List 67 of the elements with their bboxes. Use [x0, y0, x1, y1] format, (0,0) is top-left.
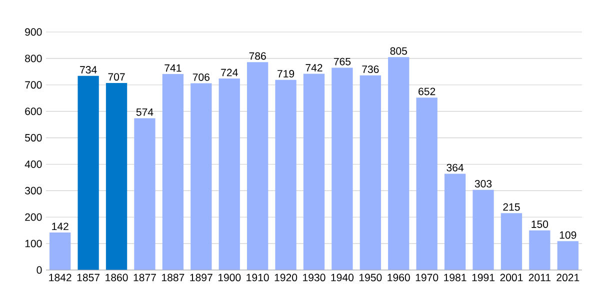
data-label: 707 — [108, 73, 125, 81]
bar — [275, 80, 296, 270]
bar — [472, 190, 494, 270]
bar — [500, 213, 522, 270]
data-label: 652 — [418, 88, 436, 96]
x-tick-label: 1930 — [303, 274, 326, 282]
x-tick-label: 1981 — [444, 274, 466, 282]
bar — [106, 83, 128, 270]
bar — [162, 74, 184, 270]
data-label: 805 — [390, 47, 407, 55]
y-tick-label: 900 — [25, 28, 42, 36]
bar — [78, 76, 99, 270]
data-label: 786 — [249, 52, 266, 60]
bar — [247, 62, 268, 270]
x-tick-label: 1920 — [274, 274, 298, 282]
x-tick-label: 1842 — [49, 274, 72, 282]
data-label: 215 — [503, 203, 520, 211]
x-tick-label: 2011 — [528, 274, 551, 282]
x-tick-label: 1860 — [106, 274, 128, 282]
bar — [190, 83, 212, 270]
data-label: 574 — [136, 108, 154, 116]
x-tick-label: 1910 — [246, 274, 269, 282]
bar — [416, 98, 438, 270]
x-tick-label: 2001 — [500, 274, 523, 282]
bar — [332, 68, 353, 270]
y-tick-label: 300 — [25, 186, 42, 194]
x-tick-label: 2021 — [556, 274, 580, 282]
y-tick-label: 200 — [25, 213, 42, 221]
x-tick-label: 1887 — [162, 274, 184, 282]
data-label: 765 — [334, 58, 351, 66]
bar — [444, 174, 466, 270]
x-tick-label: 1900 — [218, 274, 241, 282]
data-label: 724 — [221, 68, 238, 76]
bar — [134, 118, 156, 270]
data-label: 706 — [192, 73, 210, 81]
data-label: 736 — [362, 66, 379, 73]
bar — [218, 78, 240, 270]
data-label: 741 — [164, 64, 182, 72]
x-tick-label: 1897 — [190, 274, 212, 282]
x-tick-label: 1991 — [472, 274, 494, 282]
x-tick-label: 1950 — [359, 274, 382, 282]
bar — [50, 232, 71, 270]
x-tick-label: 1970 — [416, 274, 438, 282]
data-label: 364 — [446, 164, 464, 172]
bar — [303, 74, 325, 270]
y-tick-label: 700 — [25, 81, 42, 89]
y-tick-label: 500 — [25, 134, 42, 142]
x-tick-label: 1857 — [77, 274, 100, 282]
y-tick-label: 400 — [24, 160, 42, 168]
data-label: 303 — [474, 180, 492, 188]
data-label: 142 — [52, 222, 68, 230]
y-tick-label: 800 — [25, 54, 42, 62]
x-tick-label: 1940 — [331, 274, 354, 282]
bar — [529, 230, 550, 270]
y-tick-label: 0 — [36, 266, 42, 274]
data-label: 742 — [306, 64, 322, 72]
bar — [388, 57, 410, 270]
data-label: 109 — [560, 231, 576, 239]
y-tick-label: 100 — [25, 240, 42, 248]
x-tick-label: 1877 — [134, 274, 156, 282]
data-label: 719 — [278, 70, 294, 78]
x-tick-label: 1960 — [388, 274, 410, 282]
bar — [557, 241, 578, 270]
y-tick-label: 600 — [25, 108, 42, 116]
bar — [360, 75, 381, 270]
data-label: 734 — [80, 66, 97, 74]
data-label: 150 — [532, 220, 548, 228]
